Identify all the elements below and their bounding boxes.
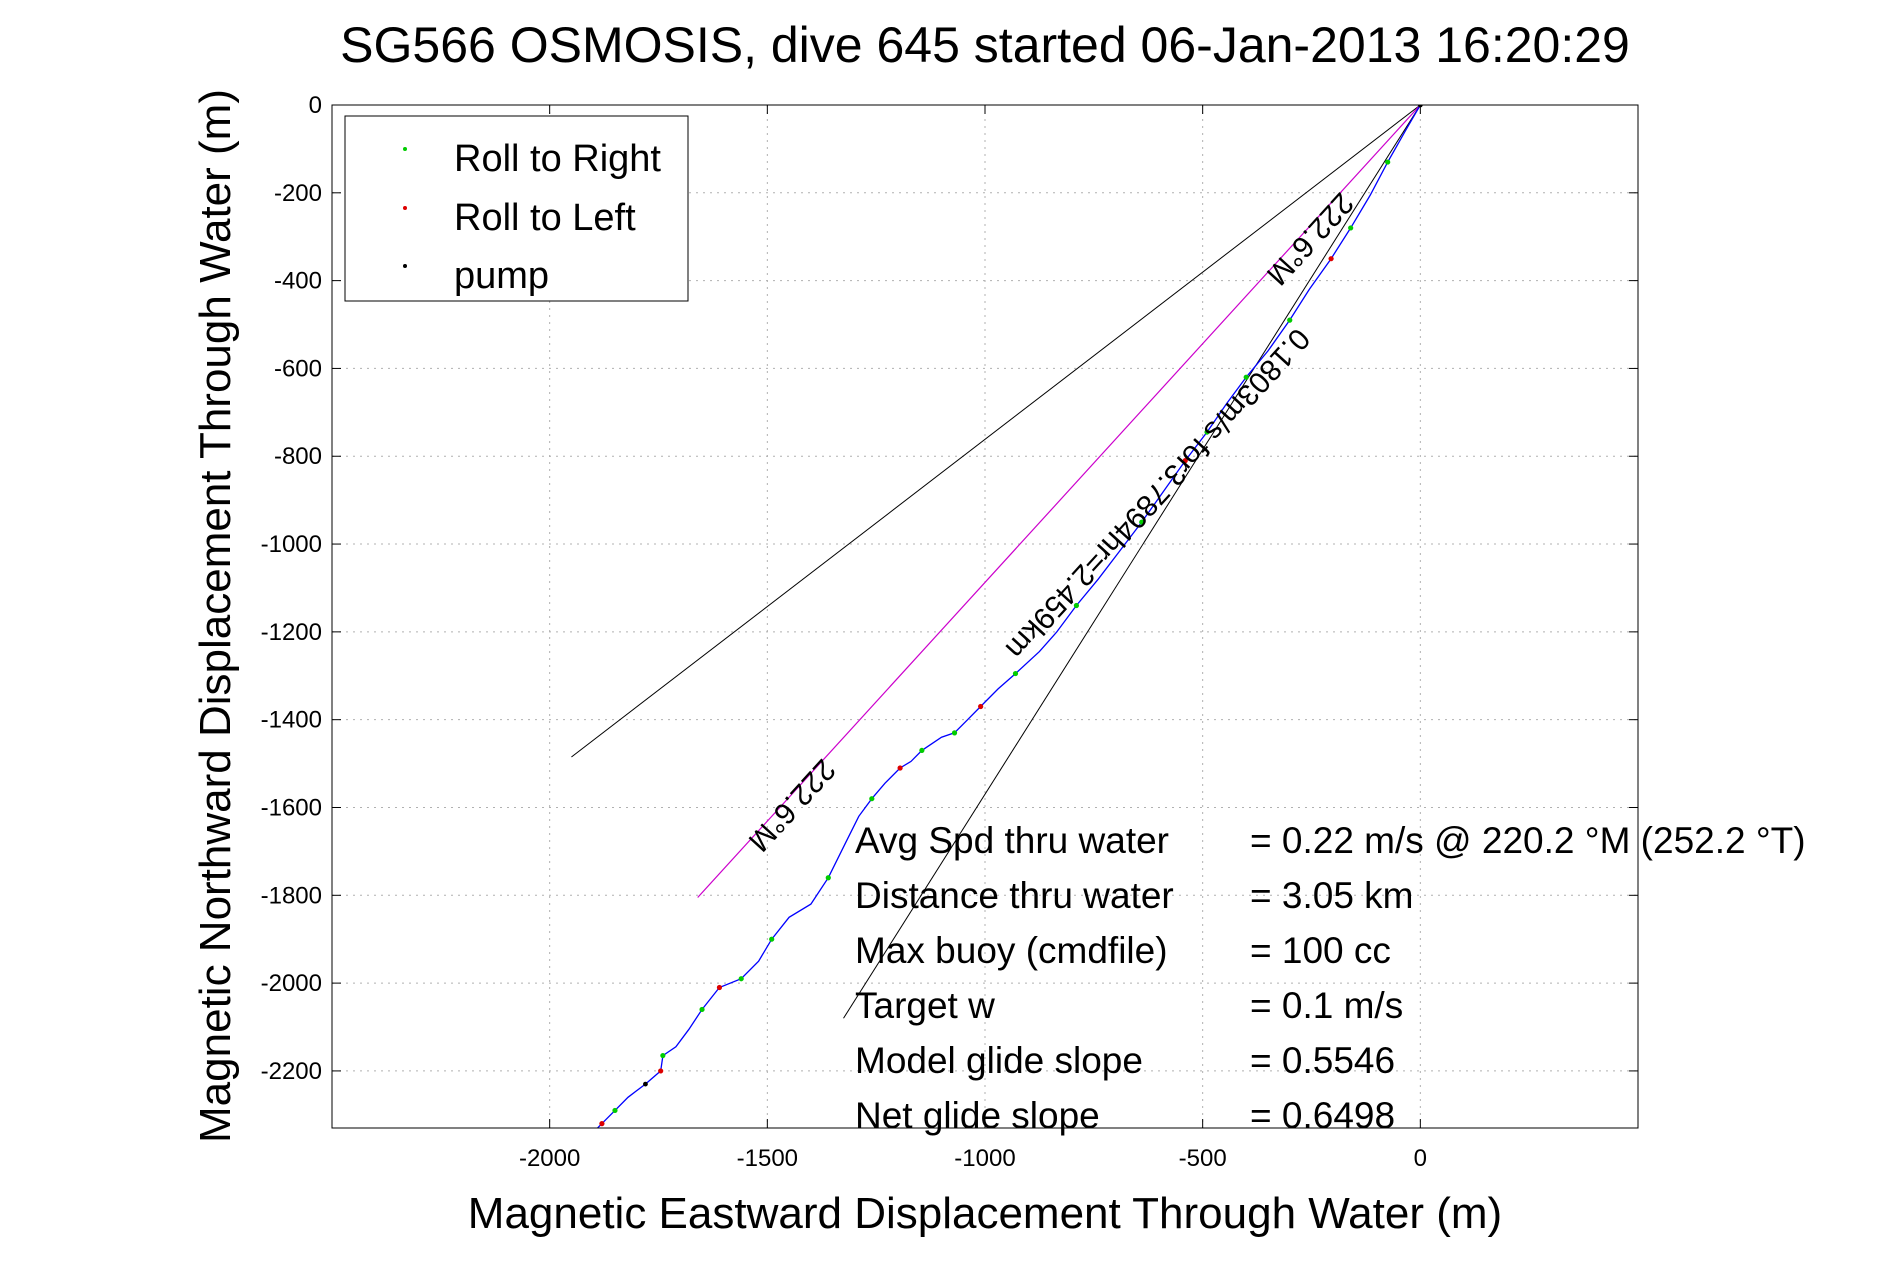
stat-value: = 3.05 km <box>1250 875 1414 916</box>
y-tick-label: -2000 <box>261 970 322 997</box>
legend-marker-pump <box>403 264 407 268</box>
track-line <box>596 105 1421 1128</box>
y-axis-label: Magnetic Northward Displacement Through … <box>191 89 240 1143</box>
roll-right-point <box>1243 374 1249 380</box>
legend-marker-roll-left <box>403 206 407 210</box>
roll-right-point <box>769 936 775 942</box>
pump-point <box>643 1081 648 1087</box>
stat-label: Model glide slope <box>855 1040 1143 1081</box>
y-tick-label: -1400 <box>261 707 322 734</box>
roll-right-point <box>1385 159 1391 165</box>
x-tick-label: 0 <box>1414 1145 1427 1172</box>
stat-label: Net glide slope <box>855 1095 1100 1136</box>
stat-value: = 0.22 m/s @ 220.2 °M (252.2 °T) <box>1250 820 1806 861</box>
heading-line <box>697 105 1421 898</box>
y-tick-label: 0 <box>309 92 322 119</box>
roll-right-point <box>612 1107 618 1114</box>
roll-left-point <box>1182 458 1188 464</box>
roll-right-point <box>1348 225 1354 231</box>
x-tick-label: -2000 <box>519 1145 580 1172</box>
y-tick-label: -1200 <box>261 619 322 646</box>
roll-right-point <box>1287 317 1293 323</box>
roll-right-point <box>699 1006 705 1013</box>
data-layer <box>571 105 1423 1144</box>
y-tick-label: -800 <box>274 443 322 470</box>
x-tick-label: -1000 <box>954 1145 1015 1172</box>
roll-left-point <box>1328 256 1334 262</box>
roll-right-point <box>738 976 744 982</box>
legend-label-pump: pump <box>454 255 549 297</box>
roll-right-point <box>582 1139 587 1144</box>
y-tick-label: -1600 <box>261 794 322 821</box>
roll-right-point <box>1073 602 1080 609</box>
roll-right-point <box>919 747 925 754</box>
x-tick-label: -500 <box>1179 1145 1227 1172</box>
x-axis-label: Magnetic Eastward Displacement Through W… <box>468 1189 1502 1238</box>
roll-right-point <box>1139 519 1145 525</box>
roll-left-point <box>716 984 723 991</box>
legend-box <box>344 115 689 302</box>
roll-right-point <box>1204 429 1210 435</box>
y-tick-label: -1800 <box>261 882 322 909</box>
roll-left-point <box>897 765 903 771</box>
roll-left-point <box>978 703 984 710</box>
y-tick-label: -2200 <box>261 1058 322 1085</box>
legend: Roll to Right Roll to Left pump <box>344 115 689 302</box>
roll-right-point <box>869 796 875 802</box>
stat-label: Avg Spd thru water <box>855 820 1169 861</box>
stat-label: Target w <box>855 985 995 1026</box>
y-tick-label: -400 <box>274 268 322 295</box>
stat-label: Max buoy (cmdfile) <box>855 930 1168 971</box>
stat-value: = 0.6498 <box>1250 1095 1395 1136</box>
stat-value: = 0.5546 <box>1250 1040 1395 1081</box>
legend-marker-roll-right <box>403 147 407 151</box>
y-tick-label: -200 <box>274 180 322 207</box>
roll-right-point <box>825 875 831 881</box>
stat-label: Distance thru water <box>855 875 1174 916</box>
x-tick-label: -1500 <box>737 1145 798 1172</box>
roll-left-point <box>658 1068 664 1074</box>
roll-right-point <box>1012 670 1019 677</box>
chart-title: SG566 OSMOSIS, dive 645 started 06-Jan-2… <box>340 17 1630 73</box>
roll-right-point <box>951 730 958 736</box>
stat-value: = 0.1 m/s <box>1250 985 1403 1026</box>
stat-value: = 100 cc <box>1250 930 1391 971</box>
axis-ticks: -2000 -1500 -1000 -500 0 0 -200 -400 -600 -800 -10… <box>261 92 1638 1172</box>
roll-right-point <box>660 1052 666 1059</box>
legend-label-roll-right: Roll to Right <box>454 138 661 180</box>
y-tick-label: -1000 <box>261 531 322 558</box>
heading-cone-line <box>571 105 1421 758</box>
y-tick-label: -600 <box>274 355 322 382</box>
stats-block: Avg Spd thru water = 0.22 m/s @ 220.2 °M … <box>855 820 1806 1136</box>
roll-left-point <box>599 1121 605 1127</box>
heading-cone-line <box>843 105 1421 1019</box>
legend-label-roll-left: Roll to Left <box>454 197 636 239</box>
